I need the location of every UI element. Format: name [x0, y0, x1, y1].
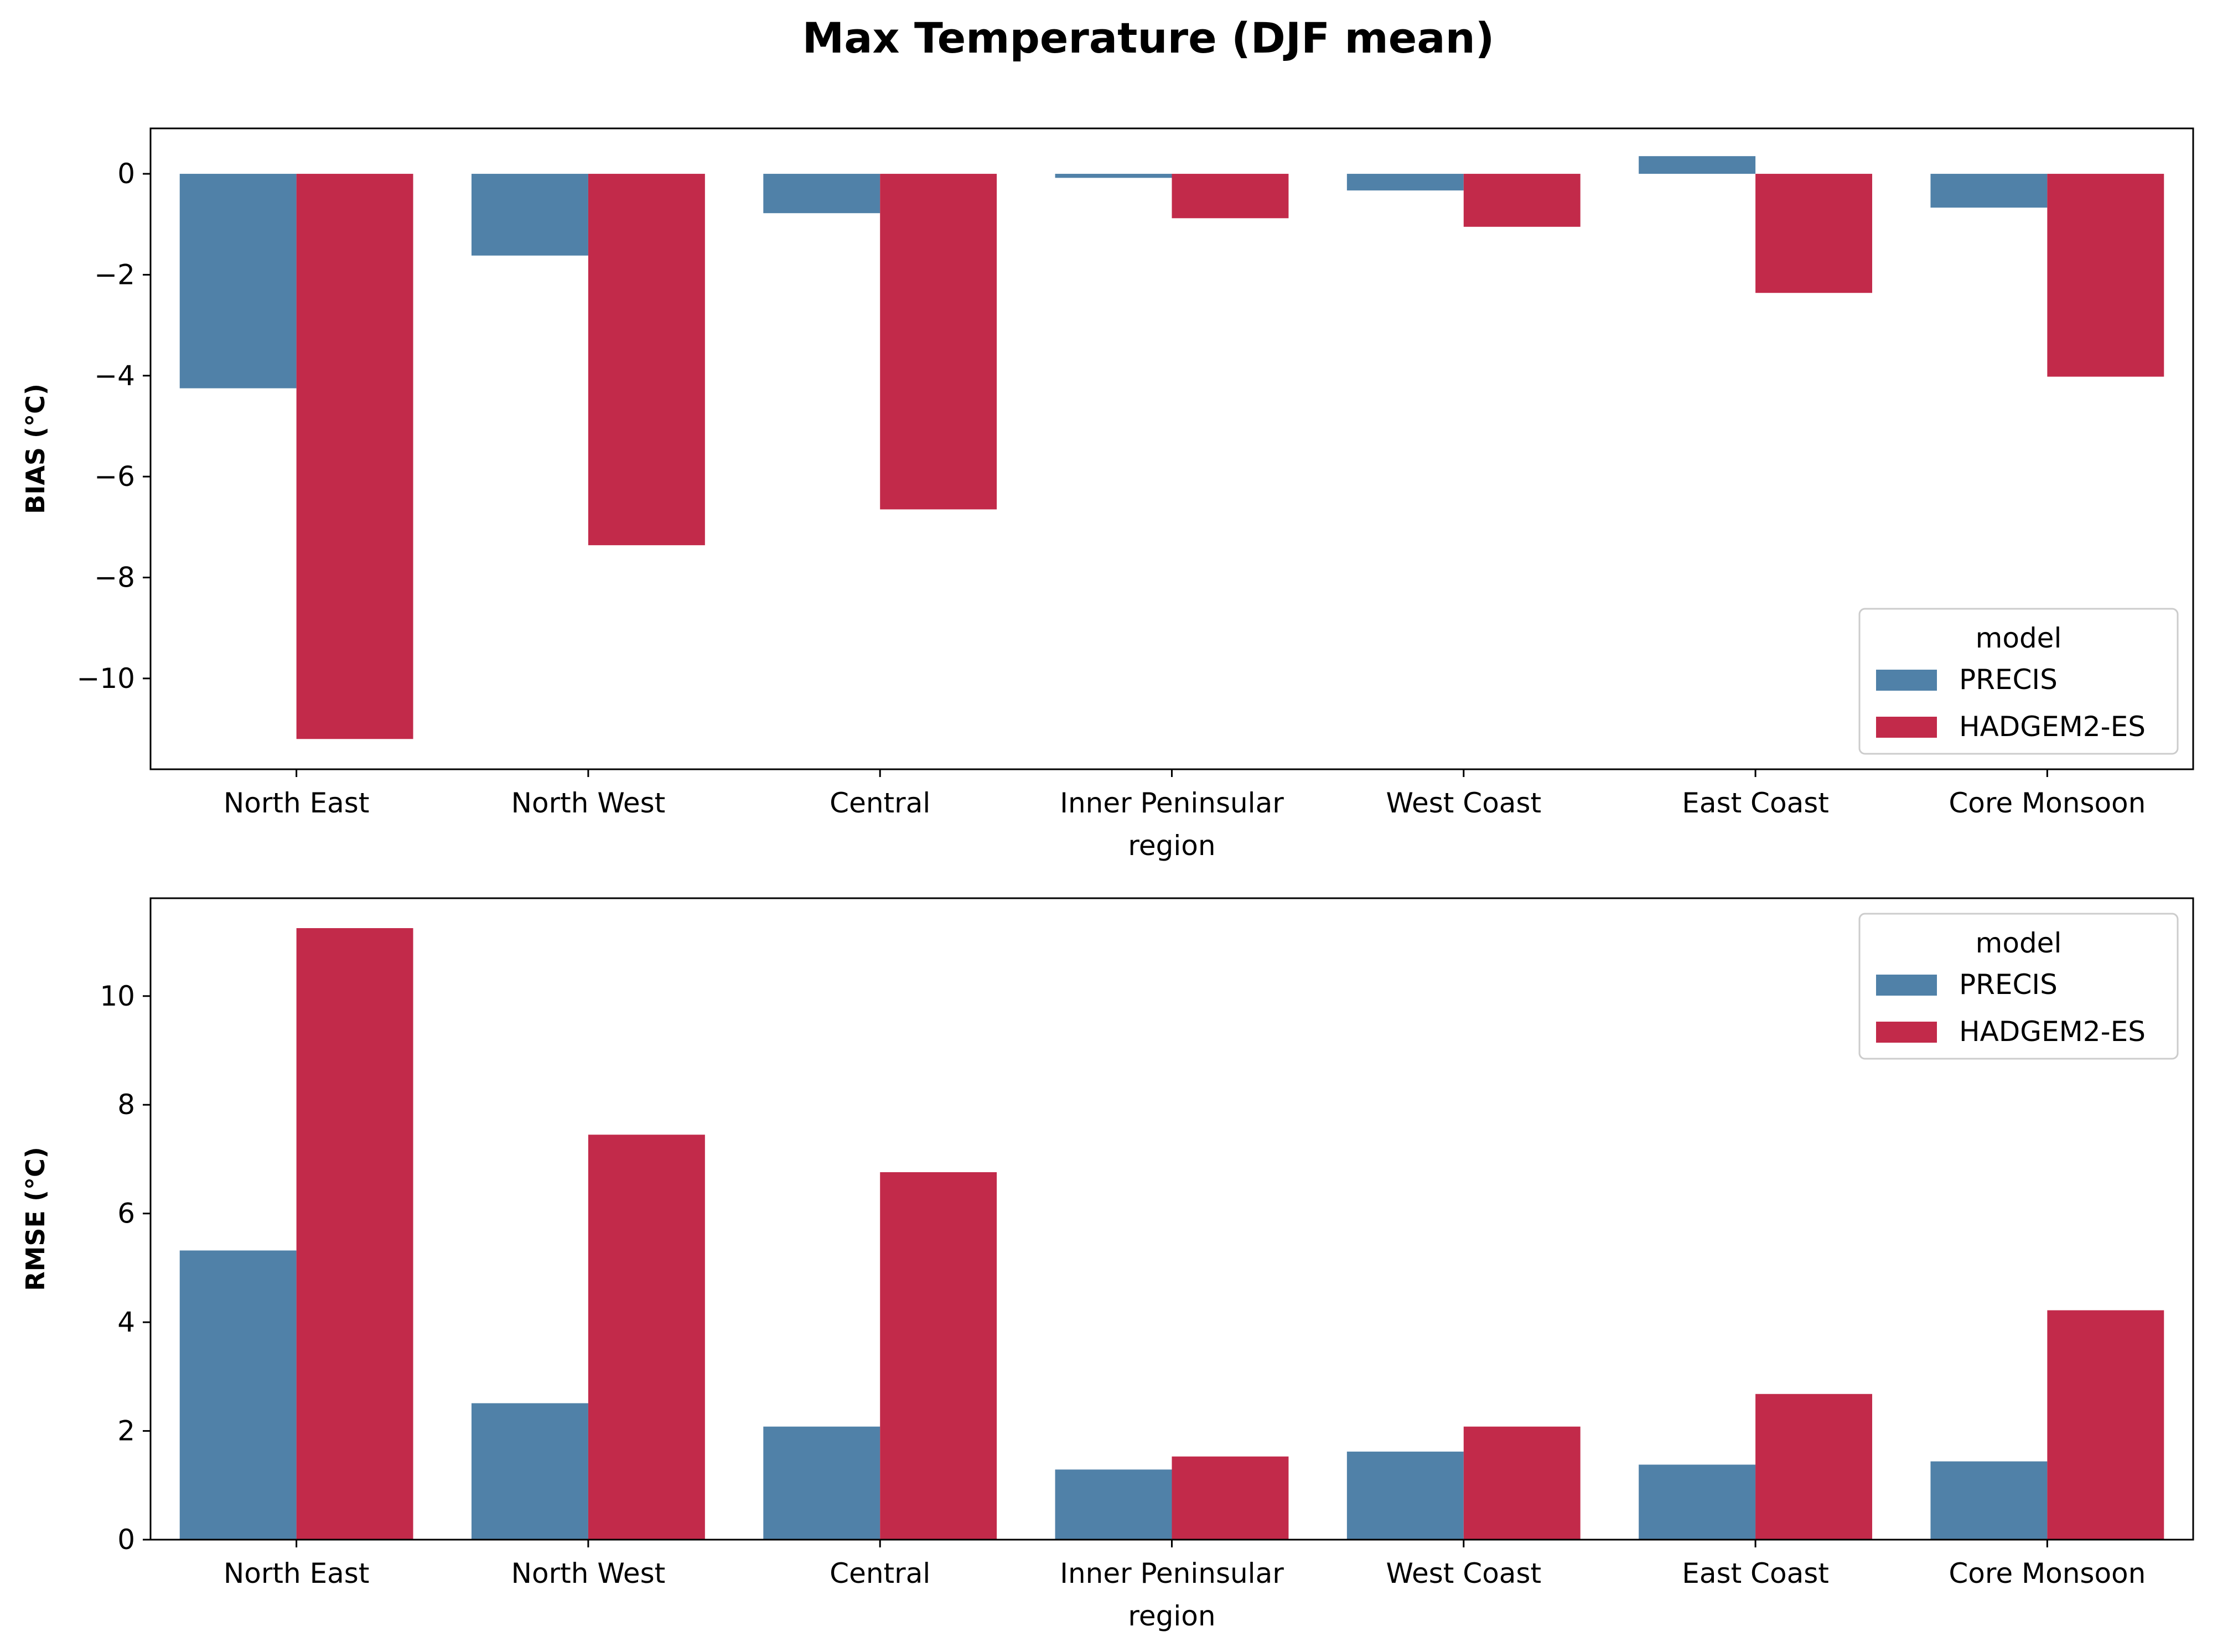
bias-ytick-label-1: −2 [94, 258, 135, 291]
rmse-legend-swatch-precis [1876, 975, 1937, 996]
bias-xtick-label-1: North West [511, 787, 666, 819]
bias-bar-precis-4 [1346, 174, 1464, 191]
rmse-xtick-label-0: North East [224, 1557, 370, 1589]
bias-ytick-label-4: −8 [94, 562, 135, 594]
bias-xtick-label-3: Inner Peninsular [1060, 787, 1284, 819]
rmse-bar-hadgem2-es-5 [1755, 1394, 1872, 1540]
rmse-bar-precis-3 [1055, 1469, 1172, 1540]
rmse-bar-precis-2 [763, 1426, 880, 1540]
bias-legend-title: model [1976, 622, 2062, 654]
bias-ytick-label-2: −4 [94, 360, 135, 392]
bias-xtick-label-5: East Coast [1682, 787, 1829, 819]
bias-bar-hadgem2-es-0 [296, 174, 413, 739]
bias-xtick-label-6: Core Monsoon [1949, 787, 2146, 819]
bias-legend-label-precis: PRECIS [1959, 664, 2058, 696]
rmse-bar-hadgem2-es-2 [880, 1172, 997, 1540]
rmse-legend-box [1858, 913, 2179, 1060]
bias-xlabel: region [1128, 830, 1215, 862]
rmse-bar-hadgem2-es-0 [296, 928, 413, 1540]
rmse-chart: 0 2 4 6 8 10 North East North West Central Inner … [20, 897, 2194, 1632]
rmse-xtick-label-4: West Coast [1386, 1557, 1541, 1589]
bias-xtick-label-4: West Coast [1386, 787, 1541, 819]
rmse-bar-hadgem2-es-6 [2047, 1310, 2164, 1540]
rmse-xlabel: region [1128, 1600, 1215, 1632]
bias-legend: model PRECIS HADGEM2-ES [1858, 608, 2179, 755]
rmse-bar-precis-1 [472, 1403, 588, 1540]
rmse-bar-precis-0 [179, 1250, 297, 1540]
rmse-ylabel: RMSE (°C) [20, 1147, 50, 1291]
bias-legend-swatch-precis [1876, 670, 1937, 691]
rmse-bar-hadgem2-es-4 [1463, 1426, 1581, 1540]
rmse-xtick-label-2: Central [830, 1557, 930, 1589]
bias-bar-hadgem2-es-3 [1172, 174, 1289, 219]
bias-bar-hadgem2-es-6 [2047, 174, 2164, 377]
bias-bar-precis-6 [1930, 174, 2048, 208]
bias-bar-hadgem2-es-2 [880, 174, 997, 510]
bias-bar-precis-0 [179, 174, 297, 389]
rmse-ytick-label-1: 2 [117, 1415, 135, 1447]
rmse-bar-hadgem2-es-1 [588, 1135, 705, 1540]
bias-ylabel: BIAS (°C) [20, 384, 50, 514]
rmse-legend-label-hadgem2-es: HADGEM2-ES [1959, 1016, 2146, 1048]
bias-chart: 0 −2 −4 −6 −8 −10 North East North West Central I… [20, 127, 2194, 862]
rmse-ytick-label-2: 4 [117, 1306, 135, 1338]
bias-bar-hadgem2-es-5 [1755, 174, 1872, 293]
bias-bar-hadgem2-es-1 [588, 174, 705, 546]
rmse-xtick-label-5: East Coast [1682, 1557, 1829, 1589]
bias-bar-precis-5 [1639, 156, 1756, 174]
rmse-bar-precis-5 [1639, 1464, 1756, 1540]
bias-ytick-label-3: −6 [94, 460, 135, 493]
bias-bar-precis-2 [763, 174, 880, 214]
rmse-ytick-label-0: 0 [117, 1524, 135, 1556]
rmse-xtick-label-3: Inner Peninsular [1060, 1557, 1284, 1589]
rmse-bar-hadgem2-es-3 [1172, 1456, 1289, 1540]
rmse-xtick-label-1: North West [511, 1557, 666, 1589]
bias-xtick-label-0: North East [224, 787, 370, 819]
bias-bar-precis-1 [472, 174, 588, 256]
rmse-legend-label-precis: PRECIS [1959, 969, 2058, 1001]
rmse-ytick-label-3: 6 [117, 1198, 135, 1230]
bias-legend-swatch-hadgem2-es [1876, 717, 1937, 738]
bias-bar-hadgem2-es-4 [1463, 174, 1581, 227]
figure-title: Max Temperature (DJF mean) [802, 13, 1495, 63]
rmse-bar-precis-4 [1346, 1451, 1464, 1540]
bias-ytick-label-5: −10 [76, 662, 135, 695]
rmse-legend-swatch-hadgem2-es [1876, 1022, 1937, 1043]
rmse-legend-title: model [1976, 927, 2062, 959]
rmse-ytick-label-4: 8 [117, 1089, 135, 1121]
bias-bar-precis-3 [1055, 174, 1172, 178]
bias-legend-label-hadgem2-es: HADGEM2-ES [1959, 711, 2146, 743]
rmse-legend: model PRECIS HADGEM2-ES [1858, 913, 2179, 1060]
bias-xtick-label-2: Central [830, 787, 930, 819]
rmse-xtick-label-6: Core Monsoon [1949, 1557, 2146, 1589]
rmse-bar-precis-6 [1930, 1461, 2048, 1540]
rmse-ytick-label-5: 10 [100, 980, 135, 1012]
bias-legend-box [1858, 608, 2179, 755]
bias-ytick-label-0: 0 [117, 158, 135, 190]
